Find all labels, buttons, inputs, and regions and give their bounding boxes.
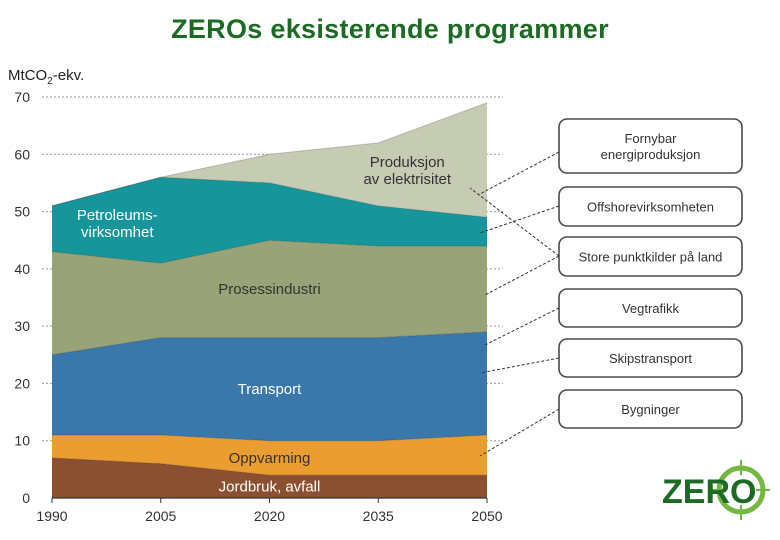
- area-edge-oppvarming: [52, 434, 488, 442]
- axis-layer: 0 10 20 30 40 50 60 70 1990 2005 2020 2035 2050: [14, 89, 502, 524]
- x-tick-label: 1990: [36, 508, 67, 524]
- legend: Fornybar energiproduksjon Offshorevirksomh…: [558, 118, 743, 429]
- area-transport: [52, 331, 487, 441]
- legend-box: [558, 118, 743, 174]
- legend-label: Bygninger: [621, 402, 680, 417]
- x-tick-label: 2020: [254, 508, 285, 524]
- legend-entry: Vegtrafikk: [558, 288, 743, 328]
- y-tick-label: 60: [14, 146, 30, 162]
- y-axis-label: MtCO2-ekv.: [8, 67, 84, 87]
- legend-label: Fornybar energiproduksjon: [601, 131, 701, 162]
- y-tick-label: 20: [14, 375, 30, 391]
- logo-ring-icon: [712, 460, 770, 520]
- y-tick-label: 40: [14, 261, 30, 277]
- area-label-prosess: Prosessindustri: [218, 281, 321, 298]
- y-tick-label: 0: [22, 490, 30, 506]
- legend-leader-line: [484, 307, 560, 346]
- legend-label: Vegtrafikk: [622, 301, 680, 316]
- area-elektrisitet: [52, 102, 487, 218]
- x-tick-label: 2050: [471, 508, 502, 524]
- area-label-petroleum: Petroleums-virksomhet: [77, 207, 158, 241]
- area-prosess: [52, 240, 487, 355]
- legend-label: Store punktkilder på land: [579, 250, 723, 265]
- legend-entry: Offshorevirksomheten: [558, 186, 743, 227]
- legend-leader-lines: [469, 151, 560, 457]
- area-edge-prosess: [51, 239, 487, 264]
- legend-label: Offshorevirksomheten: [587, 200, 714, 215]
- y-tick-label: 10: [14, 433, 30, 449]
- logo-text: ZERO: [662, 473, 756, 511]
- area-edge-transport: [51, 331, 488, 356]
- legend-entry: Bygninger: [558, 389, 743, 429]
- area-label-transport: Transport: [238, 381, 302, 398]
- legend-leader-line: [479, 357, 560, 374]
- y-tick-label: 30: [14, 318, 30, 334]
- legend-entry: Skipstransport: [558, 338, 743, 378]
- legend-label: Skipstransport: [609, 351, 692, 366]
- legend-leader-line: [479, 408, 560, 457]
- area-layer: [51, 102, 488, 498]
- x-tick-label: 2035: [363, 508, 394, 524]
- zero-logo: ZERO: [662, 460, 770, 520]
- legend-entry: Store punktkilder på land: [558, 236, 743, 277]
- area-edge-elektrisitet: [51, 102, 488, 207]
- area-jordbruk: [52, 457, 487, 498]
- y-tick-label: 70: [14, 89, 30, 105]
- legend-leader-line: [484, 255, 560, 296]
- legend-entry: Fornybar energiproduksjon: [558, 118, 743, 174]
- legend-leader-line: [479, 205, 560, 234]
- area-label-oppvarming: Oppvarming: [229, 450, 311, 467]
- area-label-layer: Jordbruk, avfall Oppvarming Transport Prose…: [77, 154, 452, 496]
- area-oppvarming: [52, 434, 487, 476]
- area-label-elektrisitet: Produksjon av elektrisitet: [363, 154, 451, 188]
- area-edge-petroleum: [51, 176, 488, 218]
- legend-leader-line: [477, 151, 560, 196]
- x-tick-label: 2005: [145, 508, 176, 524]
- area-edge-jordbruk: [51, 457, 487, 476]
- area-label-jordbruk: Jordbruk, avfall: [219, 479, 321, 496]
- page-title: ZEROs eksisterende programmer: [171, 14, 609, 44]
- area-petroleum: [52, 177, 487, 264]
- y-tick-label: 50: [14, 204, 30, 220]
- legend-leader-line: [469, 187, 560, 257]
